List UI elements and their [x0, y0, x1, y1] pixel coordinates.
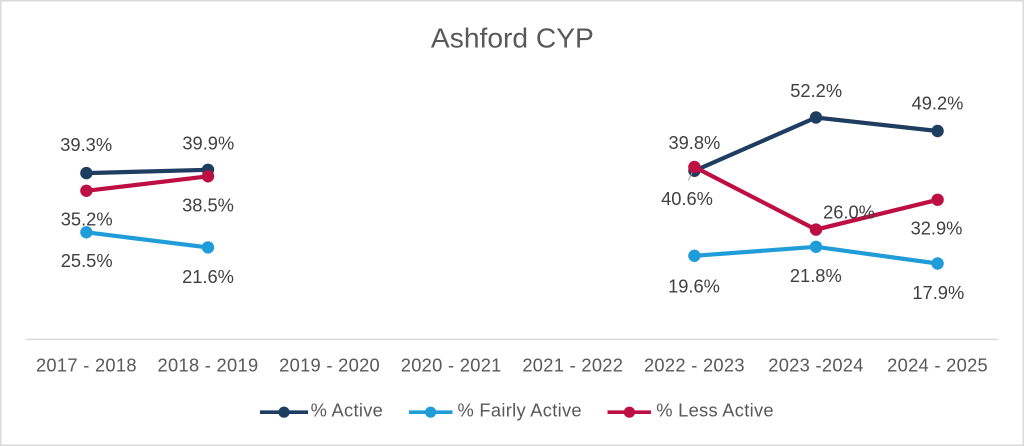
- svg-text:2020 - 2021: 2020 - 2021: [401, 355, 502, 376]
- svg-text:2021 - 2022: 2021 - 2022: [522, 355, 623, 376]
- svg-text:2023 -2024: 2023 -2024: [768, 355, 864, 376]
- svg-text:39.8%: 39.8%: [668, 132, 720, 153]
- svg-text:21.6%: 21.6%: [182, 266, 234, 287]
- svg-text:2019 - 2020: 2019 - 2020: [279, 355, 380, 376]
- svg-text:2018 - 2019: 2018 - 2019: [158, 355, 259, 376]
- svg-text:39.9%: 39.9%: [182, 133, 234, 154]
- svg-text:25.5%: 25.5%: [61, 250, 113, 271]
- svg-text:35.2%: 35.2%: [61, 209, 113, 230]
- svg-text:26.0%: 26.0%: [823, 202, 875, 223]
- svg-text:2024 - 2025: 2024 - 2025: [887, 355, 988, 376]
- svg-text:32.9%: 32.9%: [911, 218, 963, 239]
- svg-text:21.8%: 21.8%: [790, 265, 842, 286]
- svg-text:2017 - 2018: 2017 - 2018: [36, 355, 137, 376]
- svg-text:39.3%: 39.3%: [60, 134, 112, 155]
- svg-text:2022 - 2023: 2022 - 2023: [644, 355, 745, 376]
- svg-text:52.2%: 52.2%: [790, 80, 842, 101]
- svg-text:19.6%: 19.6%: [668, 275, 720, 296]
- svg-text:% Less Active: % Less Active: [656, 400, 774, 421]
- svg-text:40.6%: 40.6%: [661, 188, 713, 209]
- svg-text:Ashford CYP: Ashford CYP: [431, 22, 594, 54]
- svg-text:% Active: % Active: [311, 400, 384, 421]
- svg-text:49.2%: 49.2%: [912, 93, 964, 114]
- svg-text:38.5%: 38.5%: [182, 195, 234, 216]
- svg-text:17.9%: 17.9%: [912, 282, 964, 303]
- svg-text:% Fairly Active: % Fairly Active: [458, 400, 582, 421]
